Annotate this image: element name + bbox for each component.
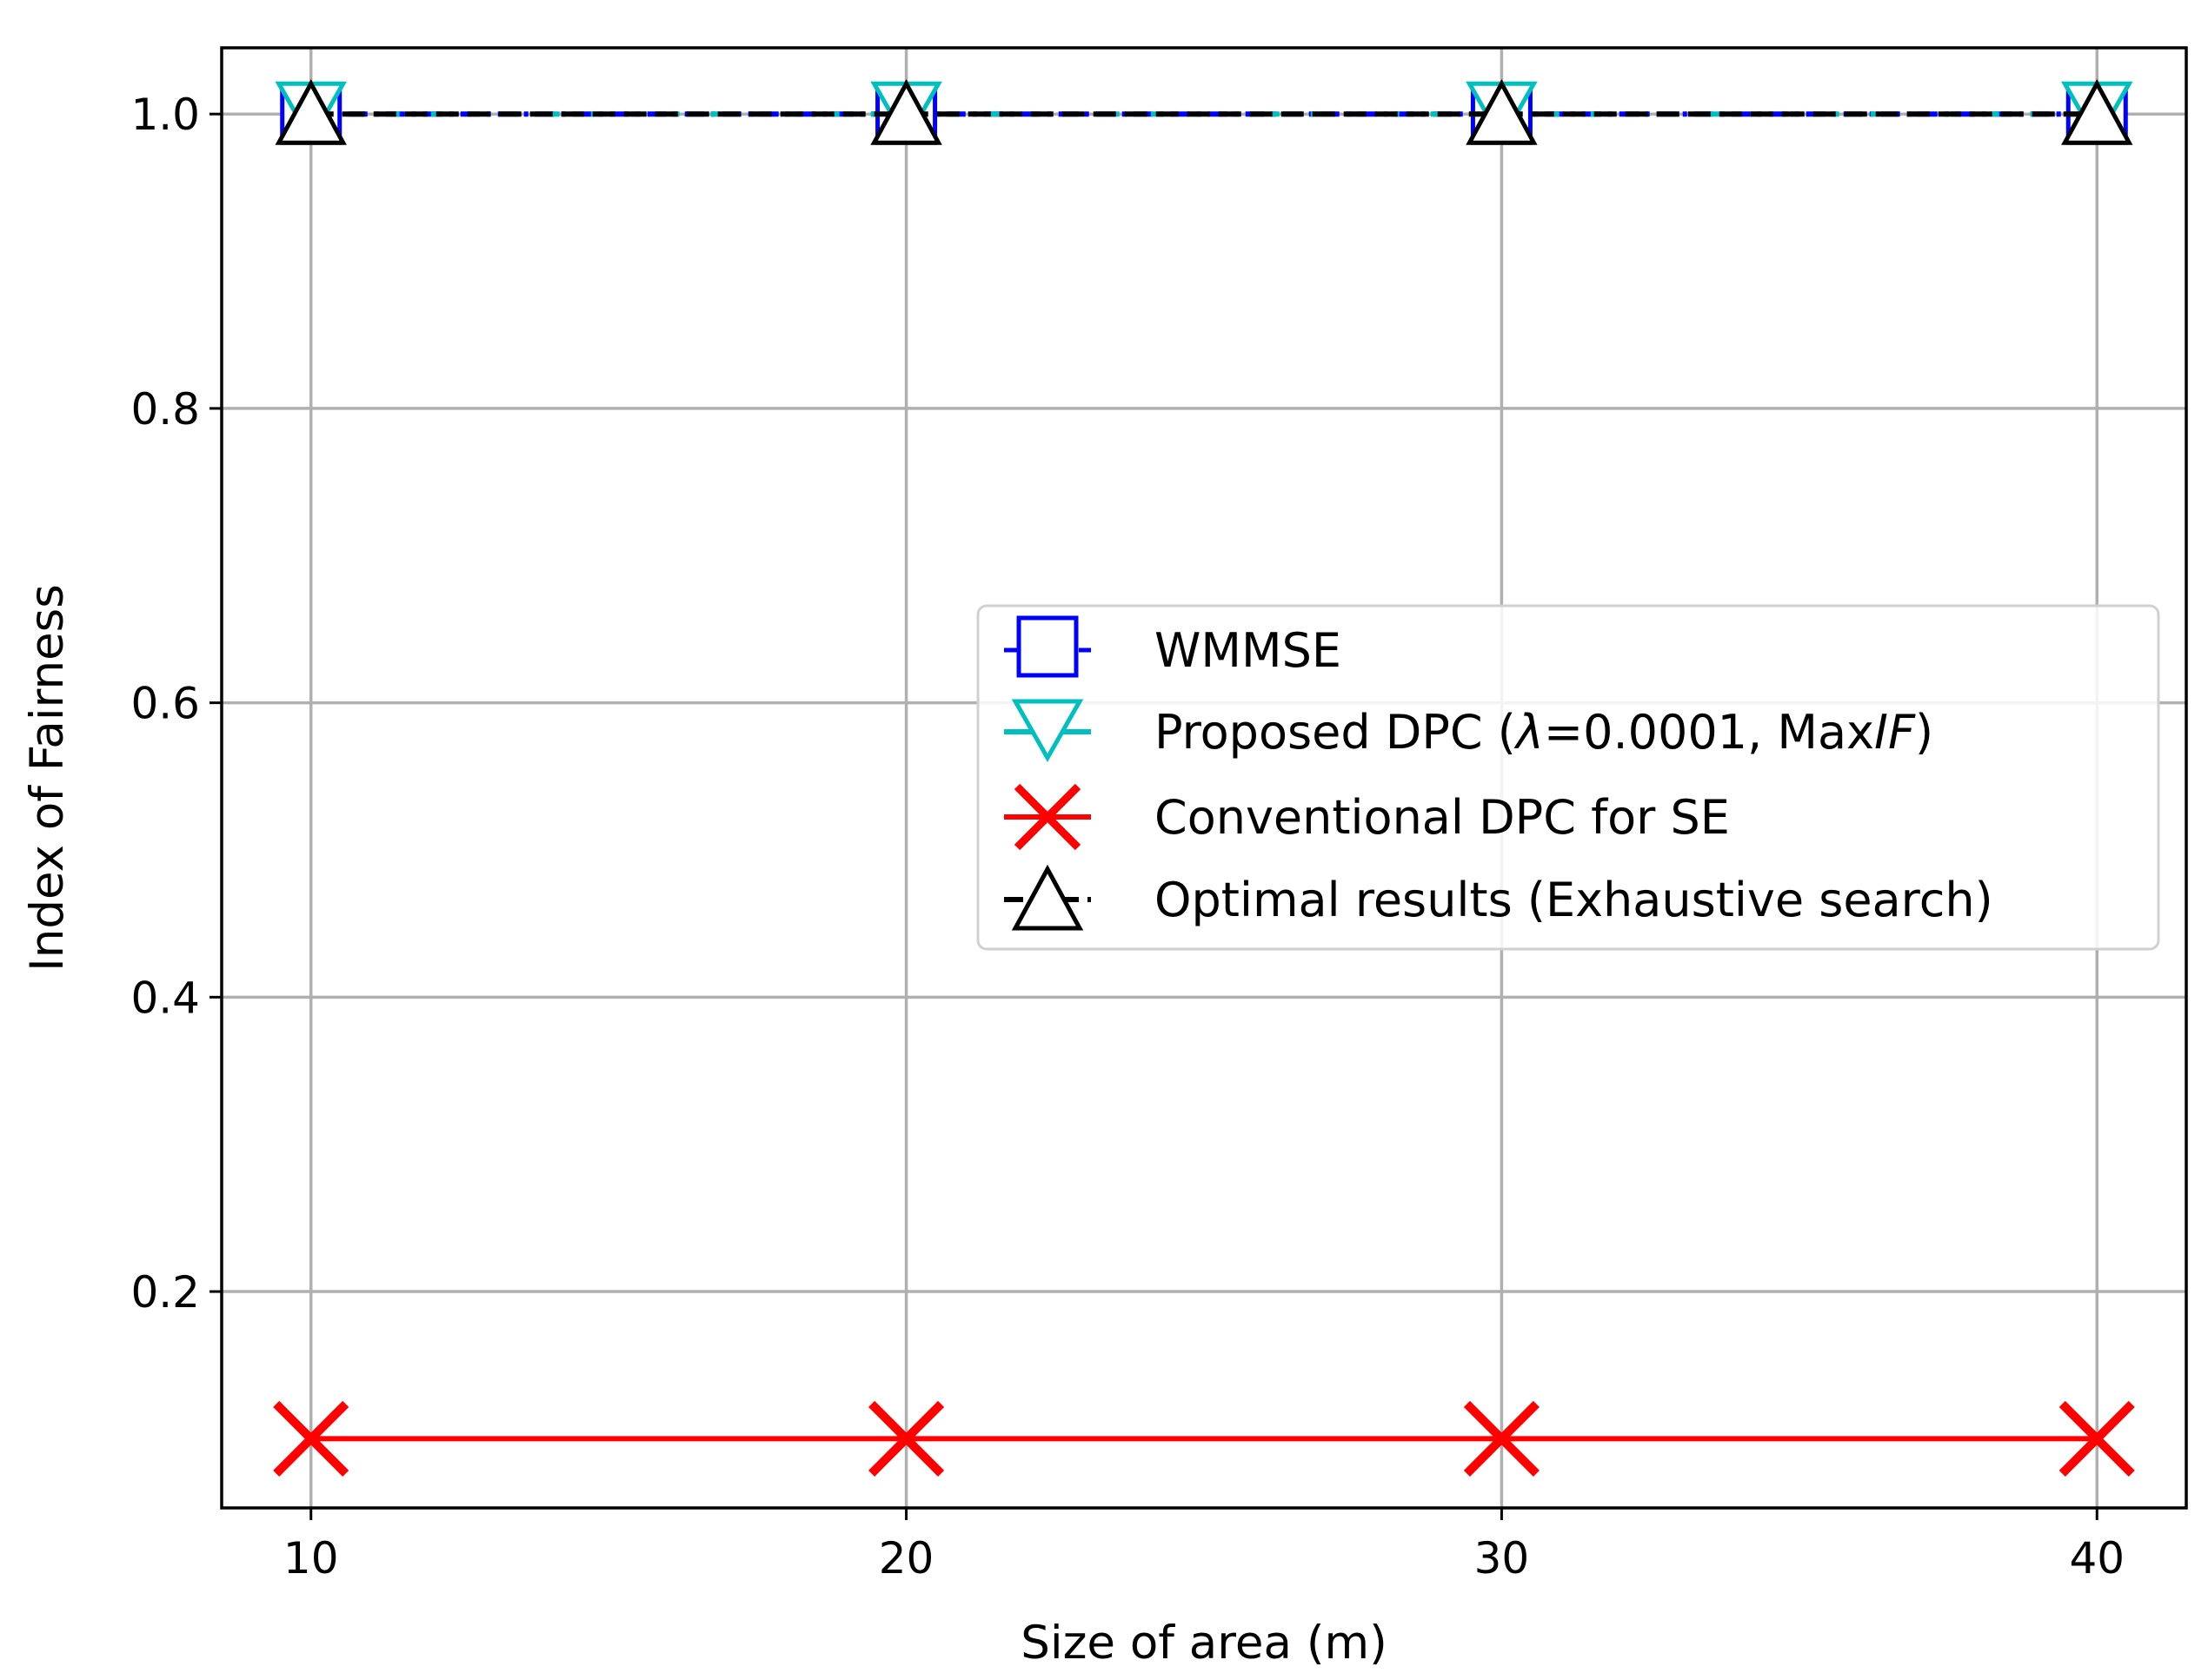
series-layer [273,78,2135,1477]
x-tick-label: 40 [2069,1533,2125,1584]
legend-entry-proposed: Proposed DPC (λ=0.0001, MaxIF) [1004,699,1933,763]
x-tick-label: 20 [879,1533,934,1584]
point-marker [1466,78,1538,145]
y-tick-label: 0.4 [130,973,200,1023]
x-axis-label: Size of area (m) [1021,1617,1387,1670]
point-marker [2061,78,2133,145]
y-axis-label: Index of Fairness [21,584,74,972]
legend-label-optimal: Optimal results (Exhaustive search) [1154,873,1993,927]
legend-label-wmmse: WMMSE [1154,623,1341,678]
legend-entry-wmmse: WMMSE [1004,615,1341,678]
point-marker-stroke [868,1400,945,1477]
point-marker [1463,1400,1540,1477]
y-tick-label: 1.0 [130,90,200,140]
point-marker [2058,1400,2135,1477]
series-3 [275,78,2133,145]
point-marker-stroke [1463,1400,1540,1477]
x-tick-label: 10 [283,1533,339,1584]
legend-entry-conventional: Conventional DPC for SE [1004,783,1730,851]
legend-entry-optimal: Optimal results (Exhaustive search) [1004,864,1993,931]
point-marker-stroke [2058,1400,2135,1477]
y-tick-label: 0.2 [130,1267,200,1318]
y-tick-label: 0.8 [130,384,200,435]
series-2 [273,1400,2135,1477]
legend-box [976,604,2160,951]
axis-ticks: 10 20 30 40 0.2 0.4 0.6 0.8 1.0 [130,90,2125,1584]
legend: WMMSE Proposed DPC (λ=0.0001, MaxIF) Con… [976,604,2160,951]
point-marker [870,78,942,145]
x-tick-label: 30 [1474,1533,1530,1584]
point-marker [868,1400,945,1477]
legend-label-proposed: Proposed DPC (λ=0.0001, MaxIF) [1154,705,1933,760]
legend-label-conventional: Conventional DPC for SE [1154,790,1730,845]
plot-frame [220,46,2188,1510]
point-marker [275,78,347,145]
point-marker-stroke [273,1400,349,1477]
y-tick-label: 0.6 [130,679,200,729]
point-marker [273,1400,349,1477]
